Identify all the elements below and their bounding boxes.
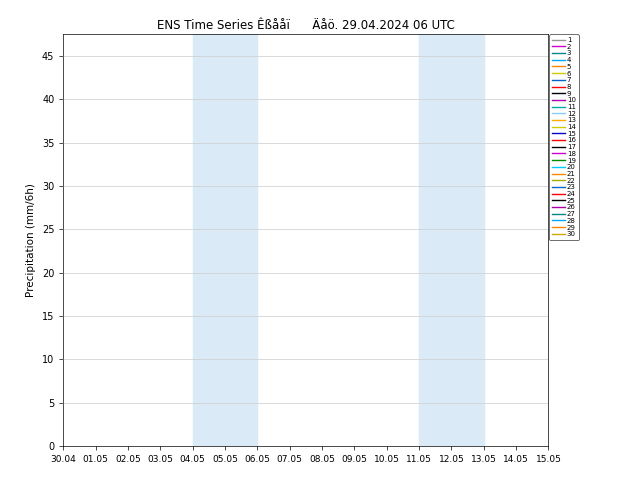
Legend: 1, 2, 3, 4, 5, 6, 7, 8, 9, 10, 11, 12, 13, 14, 15, 16, 17, 18, 19, 20, 21, 22, 2: 1, 2, 3, 4, 5, 6, 7, 8, 9, 10, 11, 12, 1… bbox=[550, 34, 578, 240]
Title: ENS Time Series Êßååï      Äåö. 29.04.2024 06 UTC: ENS Time Series Êßååï Äåö. 29.04.2024 06… bbox=[157, 19, 455, 32]
Bar bbox=[193, 34, 257, 446]
Y-axis label: Precipitation (mm/6h): Precipitation (mm/6h) bbox=[27, 183, 36, 297]
Bar bbox=[419, 34, 484, 446]
